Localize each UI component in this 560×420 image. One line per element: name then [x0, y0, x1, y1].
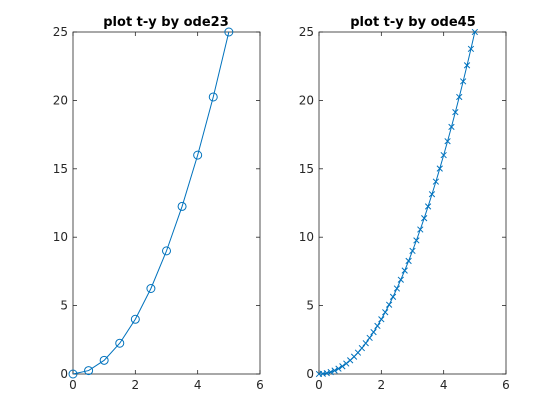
y-tick-label: 5: [306, 299, 314, 313]
y-tick-label: 0: [306, 367, 314, 381]
chart-title: plot t-y by ode45: [350, 15, 476, 30]
x-tick-label: 2: [378, 378, 386, 392]
chart-title: plot t-y by ode23: [103, 15, 229, 30]
x-tick-label: 6: [256, 378, 264, 392]
x-tick-label: 2: [132, 378, 140, 392]
y-tick-label: 20: [53, 93, 68, 107]
x-tick-label: 0: [69, 378, 77, 392]
plot-area: [73, 32, 260, 374]
subplot-ode45: plot t-y by ode45 0 2 4 6 0 5 10 15 20 25: [299, 15, 510, 392]
y-tick-label: 5: [60, 299, 68, 313]
y-tick-label: 10: [53, 230, 68, 244]
y-tick-label: 25: [53, 25, 68, 39]
x-tick-label: 4: [440, 378, 448, 392]
x-tick-label: 4: [194, 378, 202, 392]
y-tick-label: 10: [299, 230, 314, 244]
y-tick-label: 20: [299, 93, 314, 107]
x-tick-label: 6: [502, 378, 510, 392]
subplot-ode23: plot t-y by ode23 0 2 4 6 0 5 10 15 20 25: [53, 15, 264, 392]
y-tick-label: 0: [60, 367, 68, 381]
y-tick-label: 15: [53, 162, 68, 176]
y-tick-label: 15: [299, 162, 314, 176]
plot-area: [319, 32, 506, 374]
x-tick-label: 0: [315, 378, 323, 392]
y-tick-label: 25: [299, 25, 314, 39]
